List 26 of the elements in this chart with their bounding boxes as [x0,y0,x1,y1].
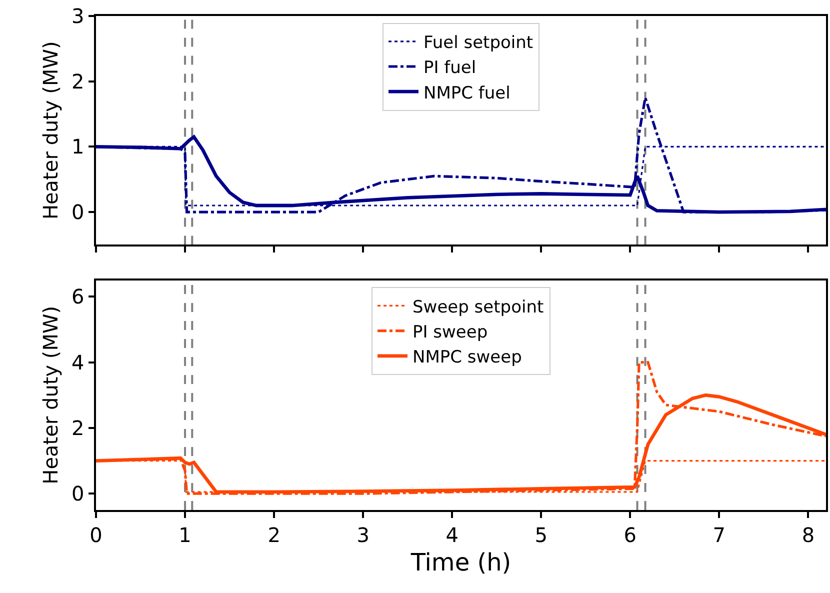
x-tick-label: 3 [356,522,370,547]
x-tick-label: 7 [712,522,726,547]
legend-label: PI fuel [424,58,476,78]
x-tick-label: 0 [90,522,102,547]
y-tick-label: 2 [72,416,84,440]
y-tick-label: 0 [72,200,84,224]
x-tick-label: 6 [624,522,637,547]
x-axis-title: Time (h) [410,548,512,577]
y-tick-label: 2 [72,69,84,94]
x-tick-label: 2 [268,522,280,547]
legend-label: NMPC fuel [424,83,510,104]
legend-label: NMPC sweep [412,348,522,368]
legend-label: Fuel setpoint [424,33,534,54]
legend-label: PI sweep [412,322,488,342]
x-tick-label: 5 [534,522,548,547]
y-tick-label: 3 [72,4,84,28]
x-tick-label: 1 [178,522,192,547]
y-axis-title: Heater duty (MW) [38,41,63,220]
x-tick-label: 4 [446,522,458,547]
x-tick-label: 8 [802,522,815,547]
y-tick-label: 1 [72,134,84,159]
y-tick-label: 0 [72,482,84,506]
y-tick-label: 4 [72,350,84,374]
y-tick-label: 6 [72,284,84,309]
y-axis-title: Heater duty (MW) [38,306,63,484]
legend-label: Sweep setpoint [412,297,544,318]
